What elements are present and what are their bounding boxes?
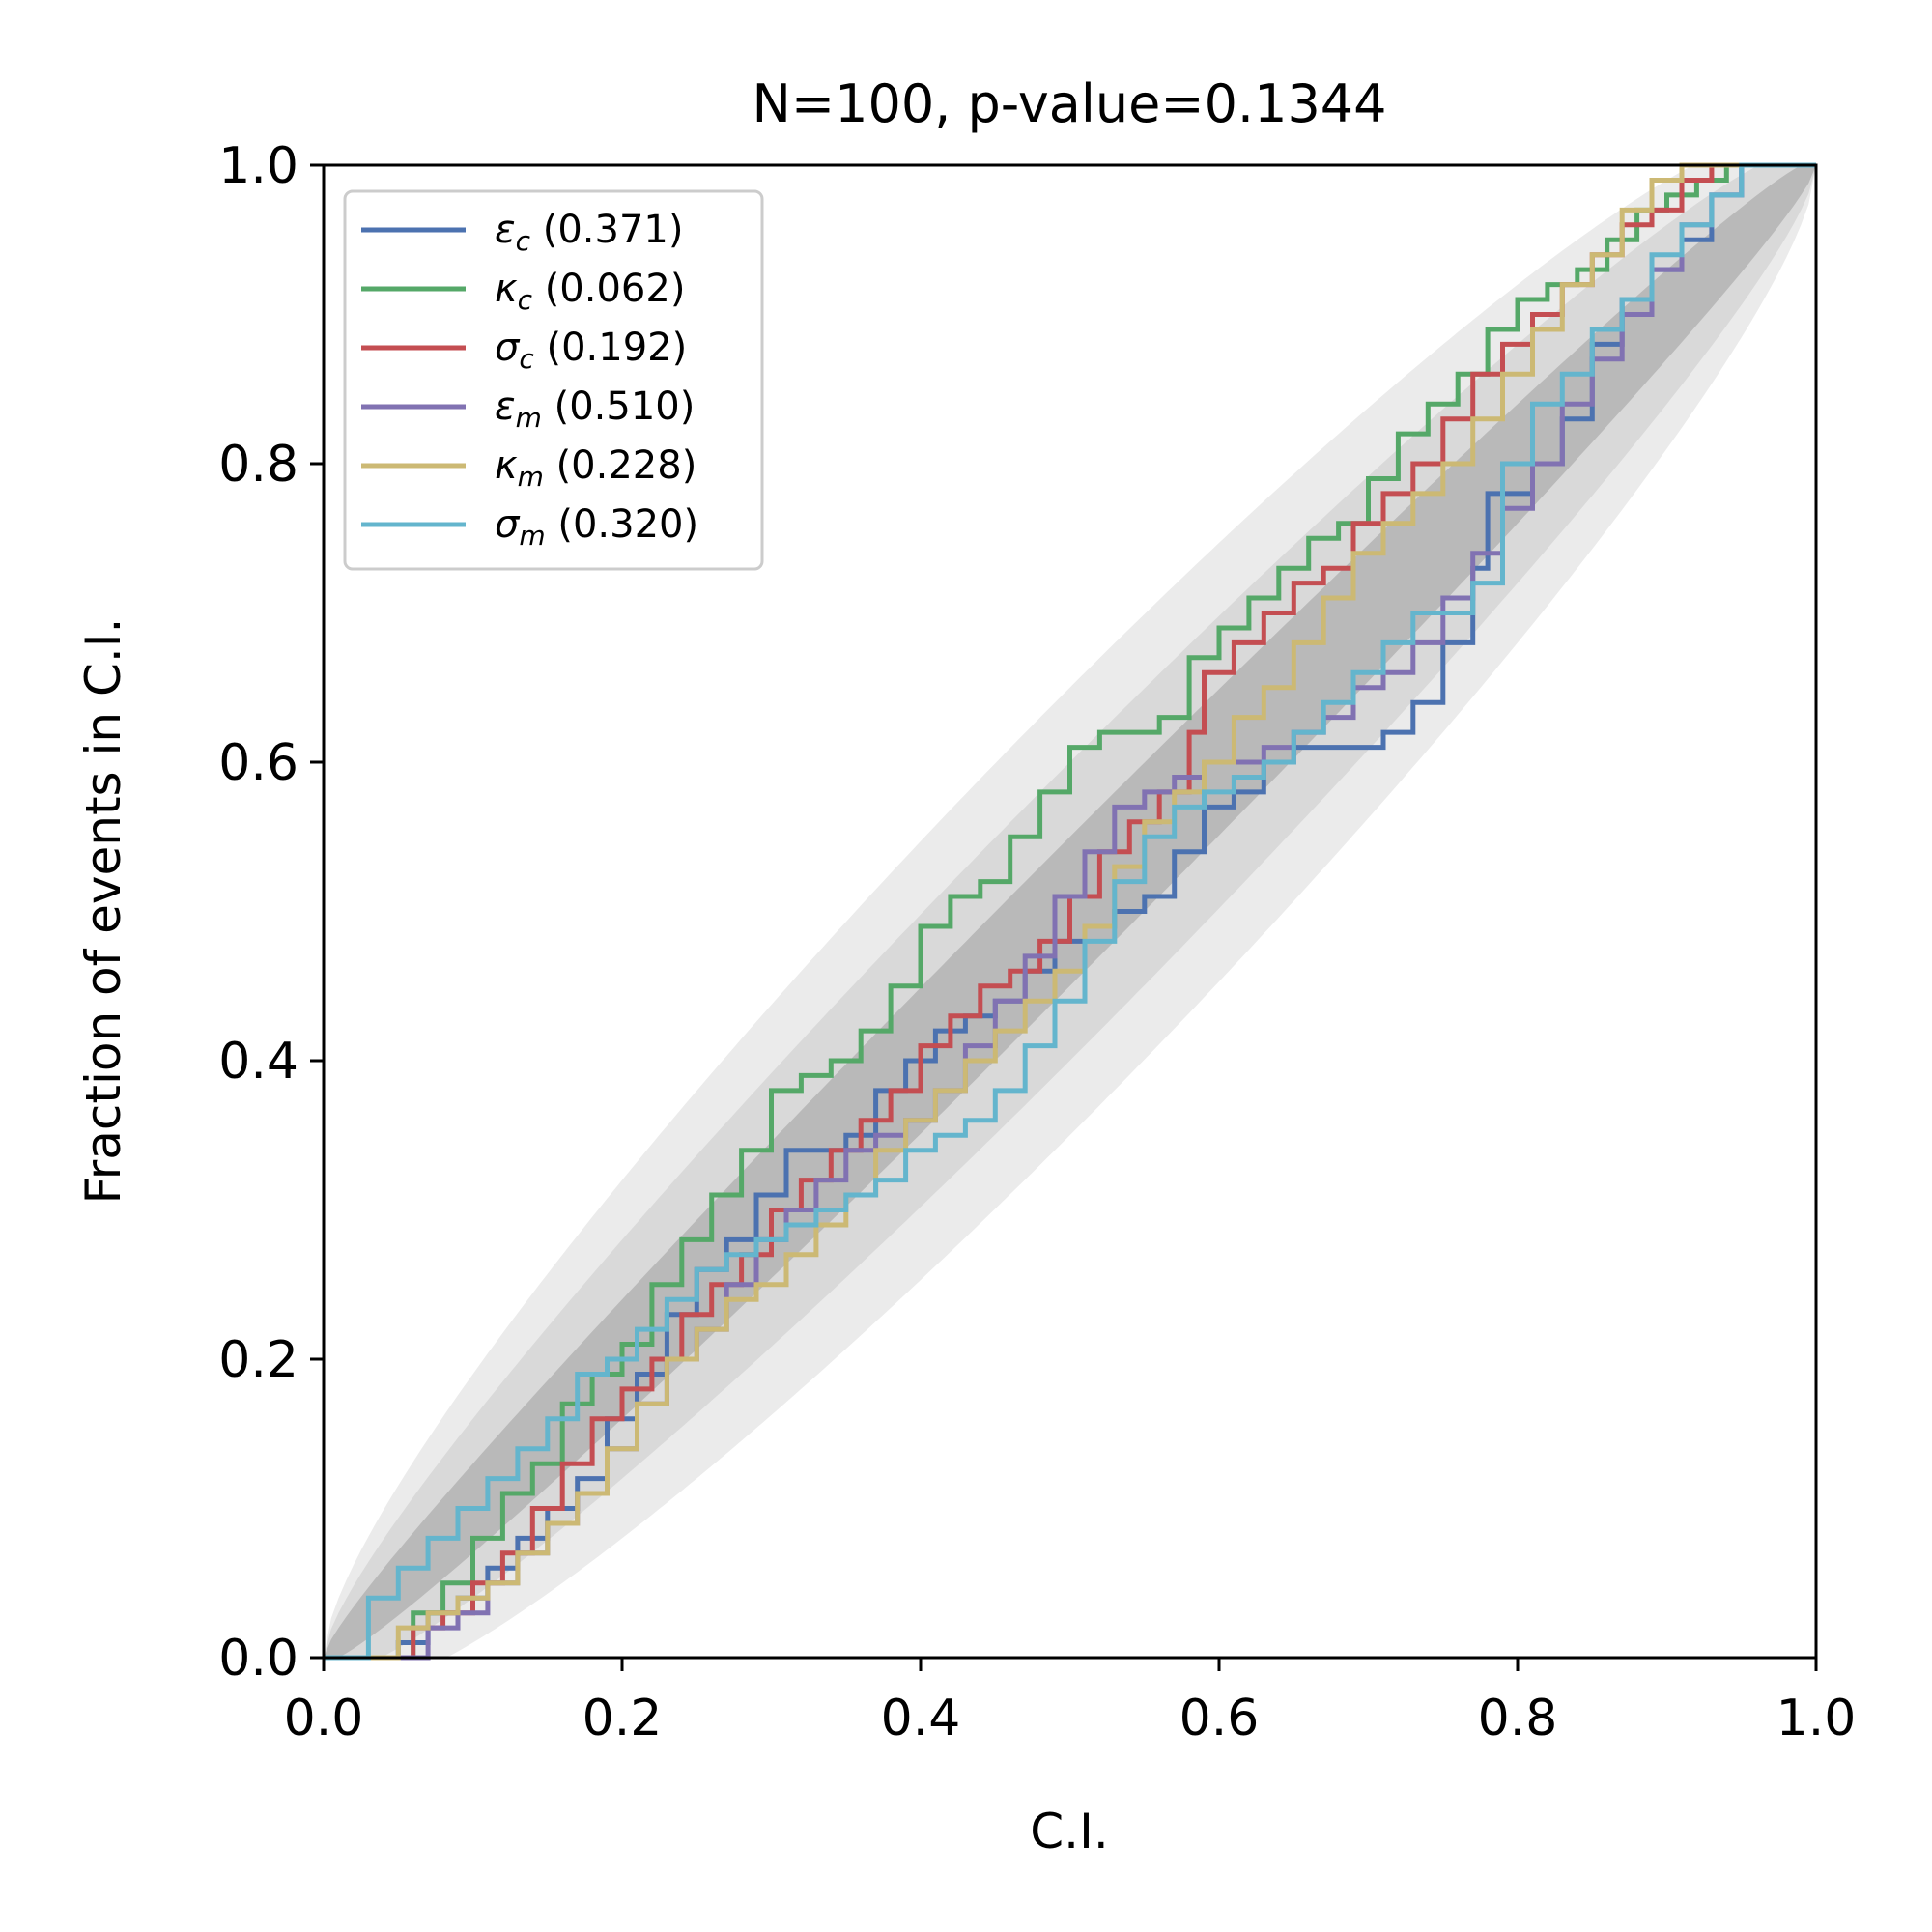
y-tick-label: 0.2 — [218, 1331, 298, 1389]
y-tick-label: 0.8 — [218, 436, 298, 494]
y-axis: 0.0 0.2 0.4 0.6 0.8 1.0 — [218, 137, 324, 1688]
x-axis-title: C.I. — [1030, 1804, 1108, 1860]
legend-label: κc (0.062) — [495, 267, 685, 316]
legend: εc (0.371) κc (0.062) σc (0.192) εm (0.510)… — [343, 189, 764, 571]
legend-label: κm (0.228) — [495, 443, 696, 493]
x-tick-label: 0.8 — [1478, 1690, 1558, 1747]
x-tick-label: 0.2 — [582, 1690, 663, 1747]
legend-label: σm (0.320) — [495, 502, 698, 552]
x-tick-label: 0.6 — [1179, 1690, 1260, 1747]
series-line-σ-m — [324, 162, 1816, 1661]
legend-label: εm (0.510) — [495, 384, 695, 434]
legend-items: εc (0.371) κc (0.062) σc (0.192) εm (0.510)… — [361, 208, 698, 552]
y-tick-label: 1.0 — [218, 137, 298, 195]
y-tick-label: 0.4 — [218, 1033, 298, 1091]
series-line-σ-c — [324, 162, 1816, 1661]
y-tick-label: 0.0 — [218, 1630, 298, 1688]
y-axis-title: Fraction of events in C.I. — [75, 618, 131, 1205]
x-tick-label: 0.4 — [881, 1690, 961, 1747]
x-tick-label: 1.0 — [1776, 1690, 1857, 1747]
y-tick-label: 0.6 — [218, 734, 298, 792]
series-line-κ-m — [324, 162, 1816, 1661]
plot-area-frame — [322, 163, 1818, 1660]
x-axis: 0.0 0.2 0.4 0.6 0.8 1.0 — [284, 1658, 1857, 1747]
legend-label: σc (0.192) — [495, 326, 687, 375]
chart-title: N=100, p-value=0.1344 — [752, 73, 1386, 134]
legend-label: εc (0.371) — [495, 208, 683, 257]
legend-box — [343, 189, 764, 571]
x-tick-label: 0.0 — [284, 1690, 364, 1747]
series-lines — [324, 162, 1816, 1661]
